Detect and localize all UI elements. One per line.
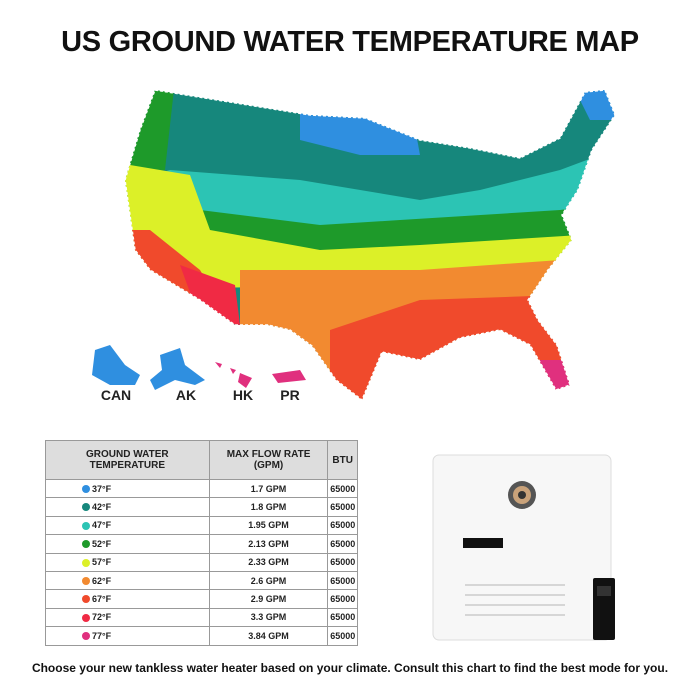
flow-cell: 1.95 GPM: [208, 515, 329, 536]
header-cell: GROUND WATER TEMPERATURE: [45, 440, 210, 480]
temp-cell: 42°F: [45, 497, 210, 517]
flow-cell: 1.8 GPM: [208, 497, 329, 517]
table-row: 67°F 2.9 GPM 65000: [45, 589, 358, 609]
hawaii-inset: [215, 362, 252, 388]
temp-text: 72°F: [92, 612, 112, 623]
alaska-inset: [150, 348, 205, 390]
canada-inset: [92, 345, 140, 385]
btu-cell: 65000: [327, 534, 358, 554]
temp-cell: 77°F: [45, 626, 210, 646]
table-row: 42°F 1.8 GPM 65000: [45, 497, 358, 517]
btu-cell: 65000: [327, 607, 358, 628]
map-label: HK: [233, 387, 253, 403]
color-dot: [82, 595, 90, 604]
map-label: PR: [280, 387, 299, 403]
temperature-table: GROUND WATER TEMPERATURE MAX FLOW RATE (…: [45, 440, 358, 646]
temp-cell: 72°F: [45, 607, 210, 628]
header-cell: BTU: [327, 440, 358, 480]
flow-cell: 3.84 GPM: [208, 626, 329, 646]
btu-cell: 65000: [327, 570, 358, 591]
btu-cell: 65000: [327, 626, 358, 646]
temp-cell: 47°F: [45, 515, 210, 536]
color-dot: [82, 576, 90, 585]
btu-cell: 65000: [327, 497, 358, 517]
table-row: 62°F 2.6 GPM 65000: [45, 570, 358, 591]
temp-cell: 62°F: [45, 570, 210, 591]
btu-cell: 65000: [327, 589, 358, 609]
color-dot: [82, 503, 90, 512]
btu-cell: 65000: [327, 552, 358, 572]
btu-cell: 65000: [327, 478, 358, 499]
temp-cell: 52°F: [45, 534, 210, 554]
color-dot: [82, 558, 90, 567]
table-row: 47°F 1.95 GPM 65000: [45, 515, 358, 536]
flow-cell: 2.33 GPM: [208, 552, 329, 572]
temp-cell: 67°F: [45, 589, 210, 609]
heater-image: [432, 454, 615, 641]
btu-cell: 65000: [327, 515, 358, 536]
color-dot: [82, 540, 90, 549]
temp-text: 42°F: [92, 502, 112, 513]
temp-text: 37°F: [92, 483, 112, 494]
temp-text: 57°F: [92, 557, 112, 568]
flow-cell: 1.7 GPM: [208, 478, 329, 499]
temp-text: 77°F: [92, 630, 112, 641]
temp-text: 52°F: [92, 538, 112, 549]
us-map: CAN AK HK PR: [92, 89, 616, 403]
color-dot: [82, 485, 90, 493]
footer: Choose your new tankless water heater ba…: [31, 661, 669, 675]
temp-text: 62°F: [92, 575, 112, 586]
flow-cell: 3.3 GPM: [208, 607, 329, 628]
pr-inset: [272, 370, 306, 383]
table-row: 77°F 3.84 GPM 65000: [45, 626, 358, 646]
flow-cell: 2.6 GPM: [208, 570, 329, 591]
table-row: 57°F 2.33 GPM 65000: [45, 552, 358, 572]
table-row: 37°F 1.7 GPM 65000: [45, 478, 358, 499]
color-dot: [82, 613, 90, 622]
table-row: 52°F 2.13 GPM 65000: [45, 534, 358, 554]
map-outline: [124, 89, 616, 402]
color-dot: [82, 521, 90, 530]
color-dot: [82, 632, 90, 641]
temp-text: 47°F: [92, 520, 112, 531]
header-cell: MAX FLOW RATE (GPM): [208, 440, 329, 480]
temp-cell: 57°F: [45, 552, 210, 572]
title: US GROUND WATER TEMPERATURE MAP: [61, 26, 639, 58]
table-row: 72°F 3.3 GPM 65000: [45, 607, 358, 628]
temp-text: 67°F: [92, 594, 112, 605]
flow-cell: 2.9 GPM: [208, 589, 329, 609]
temp-cell: 37°F: [45, 478, 210, 499]
map-label: AK: [176, 387, 196, 403]
flow-cell: 2.13 GPM: [208, 534, 329, 554]
map-label: CAN: [101, 387, 131, 403]
